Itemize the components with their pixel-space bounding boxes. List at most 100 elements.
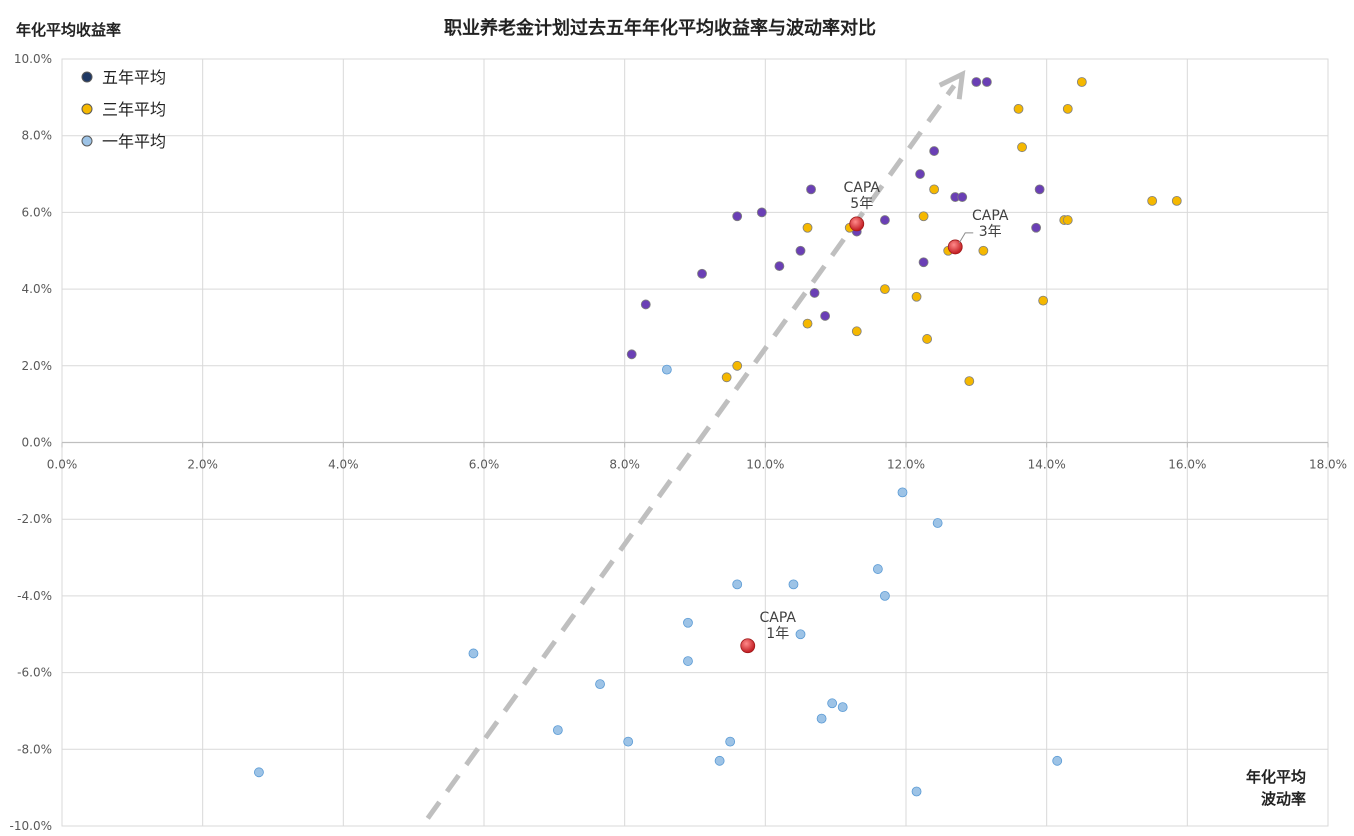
data-point-series-2 — [978, 245, 989, 256]
data-point-series-1 — [806, 184, 816, 195]
trend-arrow-shaft — [425, 84, 957, 820]
data-point-series-3 — [725, 736, 736, 747]
data-point-series-1 — [809, 288, 820, 298]
x-tick-label: 2.0% — [187, 458, 218, 472]
data-point-series-1 — [1034, 184, 1045, 195]
x-tick-label: 14.0% — [1028, 458, 1066, 472]
data-point-series-3 — [872, 564, 883, 574]
y-tick-label: 10.0% — [14, 52, 52, 66]
highlight-point — [849, 216, 865, 232]
highlight-label: CAPA — [760, 610, 797, 626]
data-point-series-1 — [981, 77, 992, 87]
x-tick-label: 18.0% — [1309, 458, 1347, 472]
data-point-series-3 — [595, 679, 605, 690]
highlight-label: 3年 — [979, 224, 1002, 240]
legend-marker — [81, 71, 93, 83]
data-point-series-1 — [756, 207, 767, 218]
data-point-series-1 — [918, 257, 929, 268]
y-tick-label: -2.0% — [17, 512, 52, 526]
y-tick-label: 8.0% — [22, 129, 53, 143]
y-tick-label: -8.0% — [17, 742, 52, 756]
data-point-series-2 — [1038, 295, 1049, 306]
data-point-series-1 — [971, 77, 982, 87]
y-tick-label: 2.0% — [22, 359, 53, 373]
data-point-series-2 — [851, 326, 862, 337]
legend-label: 三年平均 — [102, 100, 166, 119]
highlight-point — [947, 239, 963, 255]
data-point-series-3 — [661, 364, 672, 375]
data-point-series-1 — [915, 169, 925, 179]
data-point-series-2 — [918, 211, 929, 222]
data-point-series-3 — [1052, 755, 1063, 766]
data-point-series-2 — [1062, 215, 1073, 225]
data-point-series-3 — [552, 725, 563, 736]
y-tick-label: 6.0% — [22, 205, 53, 219]
x-tick-label: 0.0% — [47, 458, 78, 472]
y-axis-title: 年化平均收益率 — [16, 21, 121, 39]
data-point-series-3 — [816, 713, 827, 724]
data-point-series-3 — [880, 591, 890, 601]
highlight-leader-line — [958, 232, 974, 244]
data-point-series-3 — [897, 487, 908, 498]
data-point-series-3 — [827, 698, 838, 709]
data-point-series-3 — [932, 518, 943, 528]
data-point-series-1 — [795, 245, 806, 256]
y-tick-label: 0.0% — [22, 436, 53, 450]
highlight-label: 1年 — [766, 626, 789, 642]
data-point-series-2 — [880, 284, 890, 295]
x-tick-label: 12.0% — [887, 458, 925, 472]
y-tick-label: -10.0% — [10, 819, 52, 832]
x-tick-label: 4.0% — [328, 458, 359, 472]
data-point-series-1 — [929, 146, 940, 156]
data-point-series-2 — [964, 376, 975, 387]
data-point-series-2 — [929, 184, 940, 195]
data-point-series-1 — [820, 311, 831, 321]
y-tick-label: 4.0% — [22, 282, 53, 296]
data-point-series-3 — [837, 702, 848, 713]
x-tick-label: 16.0% — [1168, 458, 1206, 472]
data-point-series-3 — [714, 755, 725, 766]
data-point-series-3 — [468, 648, 479, 659]
data-point-series-2 — [1062, 103, 1073, 114]
x-tick-label: 10.0% — [746, 458, 784, 472]
highlight-label: 5年 — [850, 196, 873, 212]
data-point-series-2 — [911, 291, 922, 302]
data-point-series-2 — [1076, 77, 1087, 87]
data-point-series-3 — [254, 767, 264, 778]
data-point-series-2 — [802, 222, 813, 233]
data-point-series-2 — [1147, 195, 1158, 206]
trend-arrow-head — [938, 70, 966, 100]
x-axis-title-line1: 年化平均 — [1246, 768, 1306, 786]
data-point-series-3 — [683, 617, 693, 628]
data-point-series-1 — [774, 261, 785, 271]
data-point-series-1 — [1031, 222, 1042, 233]
data-point-series-3 — [911, 786, 922, 797]
data-point-series-2 — [922, 334, 932, 344]
data-point-series-3 — [683, 656, 693, 666]
data-point-series-3 — [623, 736, 634, 747]
data-point-series-3 — [732, 579, 743, 590]
data-point-series-2 — [1171, 195, 1182, 206]
legend-label: 一年平均 — [102, 132, 166, 151]
highlight-label: CAPA — [844, 180, 881, 196]
chart-title: 职业养老金计划过去五年年化平均收益率与波动率对比 — [444, 17, 876, 39]
data-point-series-1 — [732, 211, 743, 222]
data-point-series-1 — [626, 349, 637, 360]
legend-marker — [81, 103, 93, 115]
highlight-point — [740, 638, 756, 654]
highlight-label: CAPA — [972, 208, 1009, 224]
x-tick-label: 6.0% — [469, 458, 500, 472]
y-tick-label: -4.0% — [17, 589, 52, 603]
x-tick-label: 8.0% — [609, 458, 640, 472]
data-point-series-1 — [957, 192, 968, 202]
data-point-series-1 — [640, 299, 651, 310]
data-point-series-3 — [788, 579, 799, 590]
data-point-series-2 — [721, 372, 732, 383]
x-axis-title-line2: 波动率 — [1261, 790, 1306, 808]
data-point-series-2 — [732, 360, 743, 371]
legend-marker — [81, 135, 93, 147]
y-tick-label: -6.0% — [17, 666, 52, 680]
data-point-series-2 — [1017, 142, 1027, 153]
